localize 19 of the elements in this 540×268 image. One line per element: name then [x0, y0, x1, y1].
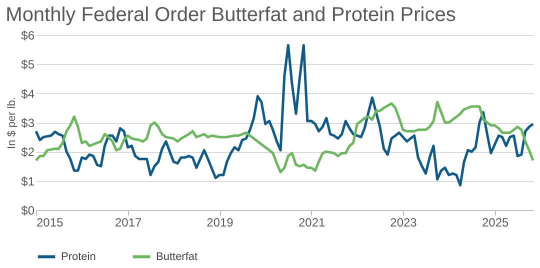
y-tick-label: $1 — [21, 174, 35, 188]
x-tick-label: 2023 — [390, 216, 418, 230]
y-tick-label: $0 — [21, 204, 35, 218]
legend-label: Butterfat — [156, 250, 198, 263]
y-tick-label: $6 — [21, 28, 35, 42]
y-tick-label: $2 — [21, 145, 35, 160]
x-tick-label: 2019 — [206, 216, 234, 230]
x-tick-label: 2021 — [298, 216, 326, 230]
line-series — [34, 100, 534, 174]
y-tick-label: $3 — [21, 116, 35, 130]
legend-label: Protein — [61, 250, 96, 263]
x-tick-label: 2015 — [36, 216, 64, 230]
x-tick-label: 2025 — [482, 216, 509, 230]
y-tick-label: $4 — [21, 86, 35, 101]
chart-title: Monthly Federal Order Butterfat and Protein Prices — [6, 4, 456, 26]
x-tick-label: 2017 — [114, 216, 142, 230]
line-series — [34, 44, 534, 186]
y-tick-label: $5 — [21, 58, 35, 72]
y-axis-title: In $ per lb. — [6, 97, 18, 149]
